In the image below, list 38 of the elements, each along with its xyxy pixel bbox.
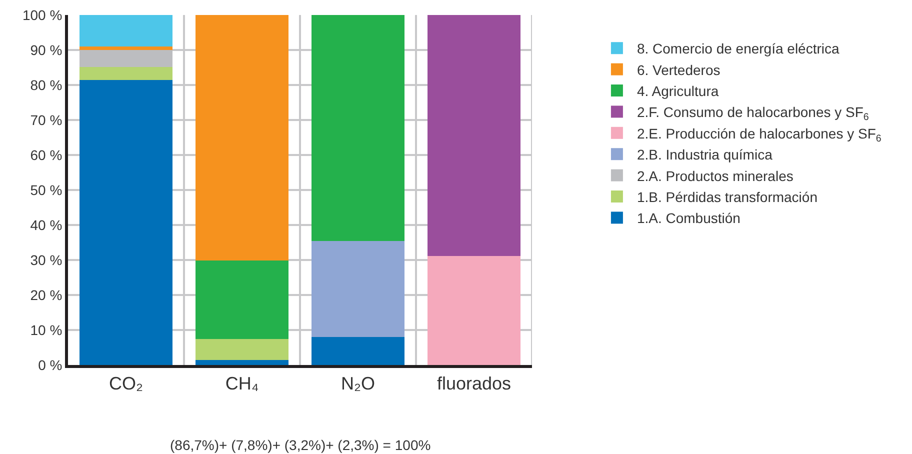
- legend-label: 1.B. Pérdidas transformación: [636, 188, 818, 205]
- y-tick-label: 0 %: [38, 356, 62, 373]
- y-tick-label: 30 %: [30, 252, 62, 268]
- bar: [80, 80, 172, 365]
- y-tick-label: 10 %: [30, 322, 62, 338]
- y-tick-label: 80 %: [30, 76, 62, 93]
- bar: [80, 46, 172, 50]
- bar: [196, 360, 288, 365]
- legend-label: 6. Vertederos: [636, 62, 720, 78]
- legend-label: 2.B. Industria química: [636, 146, 773, 163]
- x-tick-label: N₂O: [341, 374, 375, 394]
- bar: [196, 339, 288, 360]
- x-tick-label: fluorados: [436, 374, 512, 394]
- y-tick-label: 60 %: [30, 146, 62, 163]
- x-tick-label: CH₄: [225, 374, 259, 394]
- bar: [80, 15, 172, 46]
- text: (86,7%)+ (7,8%)+ (3,2%)+ (2,3%) = 100%: [170, 437, 431, 453]
- bar: [312, 337, 404, 365]
- y-tick-label: 70 %: [30, 112, 62, 128]
- bar: [428, 15, 520, 256]
- bar: [312, 15, 404, 241]
- bar: [312, 240, 404, 337]
- y-tick-label: 20 %: [30, 286, 62, 303]
- legend-label: 8. Comercio de energía eléctrica: [636, 40, 840, 57]
- bar: [428, 256, 520, 365]
- x-tick-label: CO₂: [109, 374, 143, 394]
- legend-label: 4. Agricultura: [636, 82, 719, 99]
- y-tick-label: 100 %: [22, 6, 62, 23]
- bar: [196, 260, 288, 340]
- legend-label: 2.E. Producción de halocarbones y SF$_{6}$: [636, 125, 882, 144]
- legend-label: 2.F. Consumo de halocarbones y SF$_{6}$: [636, 104, 870, 124]
- y-tick-label: 90 %: [30, 42, 62, 58]
- legend-label: 2.A. Productos minerales: [636, 168, 794, 184]
- bar: [196, 15, 288, 261]
- bar: [80, 66, 172, 80]
- y-tick-label: 50 %: [30, 182, 62, 198]
- legend-label: 1.A. Combustión: [636, 210, 740, 226]
- y-tick-label: 40 %: [30, 216, 62, 233]
